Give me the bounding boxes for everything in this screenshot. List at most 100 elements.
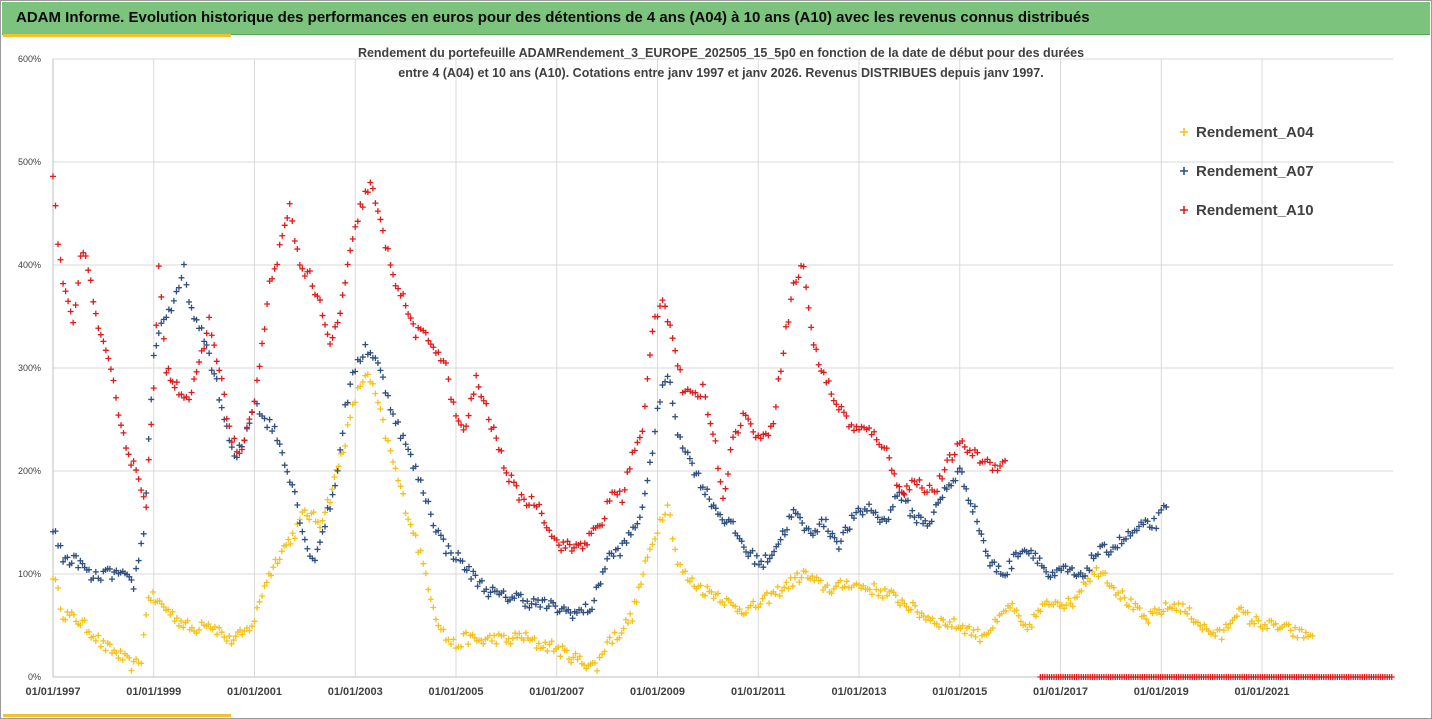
point-a04 [263,579,270,586]
point-a07 [943,486,950,493]
point-a04 [357,383,364,390]
point-a10 [810,341,817,348]
point-a04 [377,406,384,413]
point-a04 [1251,620,1258,627]
point-a07 [740,544,747,551]
point-a04 [912,602,919,609]
point-a04 [327,499,334,506]
point-a10-zero [1388,674,1395,680]
point-a10 [961,443,968,450]
point-a10 [536,501,543,508]
point-a07 [560,604,567,611]
point-a10 [85,267,92,274]
point-a07 [971,503,978,510]
point-a04 [430,604,437,611]
point-a04 [789,583,796,590]
point-a07 [1163,504,1170,511]
point-a07 [838,538,845,545]
point-a07 [641,490,648,497]
point-a07 [526,604,533,611]
point-a10 [241,437,248,444]
point-a04 [1253,613,1260,620]
point-a10 [508,472,515,479]
point-a10 [562,545,569,552]
point-a10 [125,451,132,458]
point-a04 [306,516,313,523]
point-a04 [794,570,801,577]
point-a04 [1169,605,1176,612]
point-a04 [766,600,773,607]
point-a07 [332,482,339,489]
point-a07 [387,406,394,413]
point-a04 [625,619,632,626]
point-a10 [468,395,475,402]
point-a04 [1028,624,1035,631]
point-a07 [790,506,797,513]
point-a07 [180,261,187,268]
point-a04 [929,615,936,622]
point-a10 [518,491,525,498]
point-a10 [60,280,67,287]
x-tick-label: 01/01/2001 [227,686,282,698]
point-a04 [565,656,572,663]
point-a07 [218,404,225,411]
point-a07 [269,428,276,435]
point-a07 [188,304,195,311]
point-a10 [803,284,810,291]
point-a07 [822,516,829,523]
point-a10 [216,367,223,374]
point-a04 [1091,571,1098,578]
x-tick-label: 01/01/2003 [328,686,383,698]
point-a10 [951,451,958,458]
point-a10 [186,396,193,403]
point-a07 [347,381,354,388]
point-a10 [188,389,195,396]
point-a10 [52,202,59,209]
point-a07 [1148,524,1155,531]
point-a04 [664,502,671,509]
point-a10 [737,422,744,429]
point-a07 [797,514,804,521]
point-a07 [359,354,366,361]
point-a07 [885,516,892,523]
point-a04 [1212,633,1219,640]
point-a04 [682,568,689,575]
point-a04 [344,421,351,428]
point-a04 [188,624,195,631]
point-a10 [412,334,419,341]
point-a07 [755,561,762,568]
point-a04 [1061,605,1068,612]
point-a10 [939,475,946,482]
point-a10 [291,237,298,244]
point-a04 [117,648,124,655]
point-a04 [420,560,427,567]
point-a10 [624,469,631,476]
point-a10 [916,476,923,483]
point-a07 [1069,564,1076,571]
point-a10 [483,400,490,407]
point-a07 [463,567,470,574]
point-a04 [646,546,653,553]
point-a07 [717,511,724,518]
point-a07 [379,374,386,381]
point-a07 [407,451,414,458]
point-a04 [319,517,326,524]
point-a04 [447,641,454,648]
point-a07 [73,552,80,559]
point-a04 [412,532,419,539]
point-a07 [465,563,472,570]
point-a07 [140,530,147,537]
point-a04 [1160,608,1167,615]
point-a10 [427,341,434,348]
point-a10 [354,218,361,225]
point-a10 [986,459,993,466]
point-a07 [604,555,611,562]
point-a10 [158,293,165,300]
point-a07 [106,565,113,572]
point-a04 [813,574,820,581]
point-a10 [334,319,341,326]
point-a07 [435,527,442,534]
point-a04 [654,530,661,537]
point-a04 [147,597,154,604]
point-a10 [555,542,562,549]
